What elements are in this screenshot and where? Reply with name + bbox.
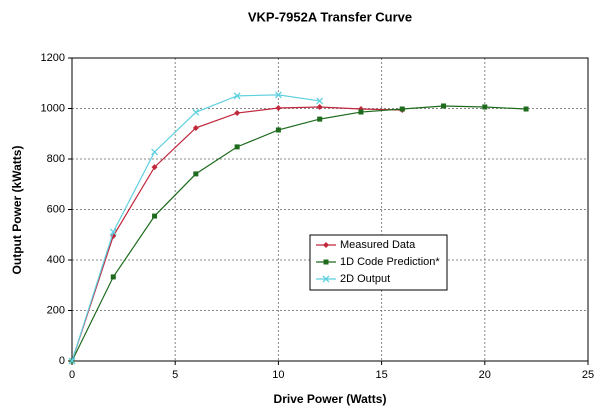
marker (317, 116, 323, 122)
legend-label: 2D Output (340, 273, 390, 285)
marker (193, 171, 199, 177)
marker (316, 97, 324, 105)
marker (233, 92, 241, 100)
x-axis-title: Drive Power (Watts) (274, 392, 387, 406)
y-tick-label: 400 (47, 254, 65, 266)
marker (399, 106, 405, 112)
marker (358, 109, 364, 115)
marker (523, 106, 529, 112)
marker (322, 275, 330, 283)
y-tick-label: 1000 (41, 102, 65, 114)
chart-title: VKP-7952A Transfer Curve (248, 9, 412, 24)
x-tick-label: 5 (172, 369, 178, 381)
marker (323, 259, 329, 265)
marker (192, 108, 200, 116)
marker (234, 110, 241, 117)
marker (275, 104, 282, 111)
marker (151, 148, 159, 156)
marker (192, 124, 199, 131)
legend-label: 1D Code Prediction* (340, 256, 440, 268)
marker (274, 91, 282, 99)
marker (275, 127, 281, 133)
marker (316, 103, 323, 110)
marker (441, 103, 447, 109)
y-tick-label: 1200 (41, 52, 65, 64)
x-tick-label: 0 (69, 369, 75, 381)
y-tick-label: 0 (59, 355, 65, 367)
marker (110, 274, 116, 280)
y-tick-label: 200 (47, 304, 65, 316)
x-tick-label: 15 (375, 369, 387, 381)
marker (482, 104, 488, 110)
x-tick-label: 10 (272, 369, 284, 381)
marker (323, 242, 329, 248)
plot-frame (71, 57, 589, 362)
y-axis-title: Output Power (kWatts) (10, 146, 24, 275)
marker (152, 213, 158, 219)
marker (68, 357, 76, 365)
series-line (71, 105, 527, 362)
x-tick-label: 25 (582, 369, 594, 381)
x-tick-label: 20 (479, 369, 491, 381)
legend-label: Measured Data (340, 239, 416, 251)
y-tick-label: 800 (47, 153, 65, 165)
marker (109, 228, 117, 236)
series-line (71, 94, 320, 362)
y-tick-label: 600 (47, 203, 65, 215)
marker (234, 144, 240, 150)
marker (151, 164, 158, 171)
